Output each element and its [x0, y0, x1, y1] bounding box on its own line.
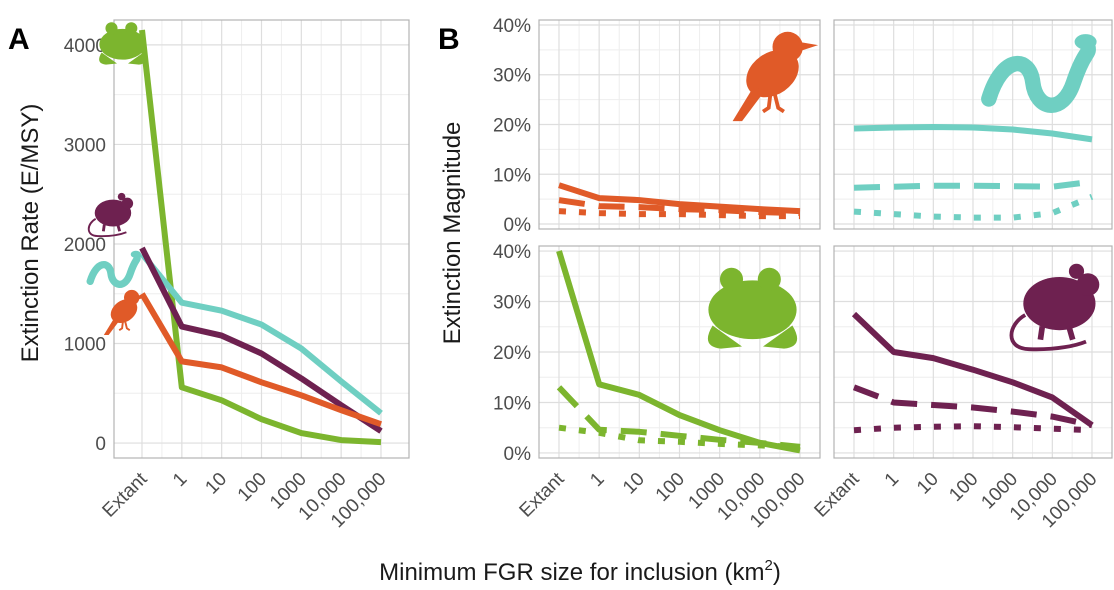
panel-b-chart: 0%10%20%30%40%0%10%20%30%40%Extant 1 10 100… [493, 16, 1113, 532]
series-line-birds-dotted [558, 208, 800, 220]
series-line-mammals-solid [851, 311, 1094, 428]
y-tick-label: 2000 [64, 235, 106, 256]
series-line-amphibians-dotted [558, 424, 801, 450]
y-tick-label: 0 [95, 434, 106, 455]
x-tick-label: Extant [516, 468, 569, 521]
panel-frame [833, 245, 1113, 459]
x-tick-label: 100 [652, 469, 689, 506]
x-tick-label: 1 [586, 469, 608, 491]
x-tick-label: 100 [945, 469, 982, 506]
panel-a-y-axis-title: Extinction Rate (E/MSY) [17, 104, 44, 363]
x-tick-label: Extant [99, 468, 152, 521]
facet-reptiles [833, 19, 1113, 230]
panel-b-y-axis-title: Extinction Magnitude [439, 122, 466, 345]
facet-amphibians: 0%10%20%30%40%Extant 1 10 100100010,000100,… [493, 242, 821, 532]
panel-frame [538, 245, 821, 459]
y-tick-label: 40% [493, 242, 531, 263]
panel-label-b: B [438, 23, 460, 56]
x-tick-label: 1 [169, 469, 191, 491]
y-tick-label: 0% [504, 444, 532, 465]
snake-icon [981, 34, 1097, 113]
series-line-reptiles-solid [853, 124, 1093, 143]
mouse-icon [1009, 263, 1100, 352]
snake-icon [86, 250, 142, 288]
frog-icon [99, 22, 146, 65]
y-tick-label: 20% [493, 116, 531, 137]
bird-icon [103, 289, 148, 336]
mouse-icon [87, 192, 134, 238]
series-line-amphibians [139, 29, 382, 446]
panel-frame [538, 19, 821, 230]
panel-frame [113, 19, 410, 459]
frog-icon [707, 267, 798, 349]
series-line-mammals [139, 246, 383, 434]
x-tick-label: 10 [619, 469, 649, 499]
series-line-reptiles [139, 252, 383, 416]
y-tick-label: 20% [493, 343, 531, 364]
y-tick-label: 30% [493, 293, 531, 314]
x-axis-title: Minimum FGR size for inclusion (km2) [379, 557, 781, 586]
y-tick-label: 3000 [64, 135, 106, 156]
x-tick-label: Extant [811, 468, 864, 521]
x-tick-label: 10 [913, 469, 943, 499]
x-tick-label: 10 [201, 469, 231, 499]
y-tick-label: 0% [504, 215, 532, 236]
bird-icon [732, 31, 819, 122]
y-tick-label: 4000 [64, 36, 106, 57]
x-tick-label: 100 [234, 469, 271, 506]
y-tick-label: 1000 [64, 335, 106, 356]
y-tick-label: 10% [493, 393, 531, 414]
y-tick-label: 40% [493, 16, 531, 37]
series-line-mammals-dashed [852, 384, 1093, 429]
y-tick-label: 30% [493, 66, 531, 87]
series-line-birds-dashed [558, 197, 801, 217]
facet-birds: 0% 10% 20% 30% 40% [493, 16, 821, 236]
x-tick-label: 1 [881, 469, 903, 491]
panel-label-a: A [8, 23, 30, 56]
y-tick-label: 10% [493, 165, 531, 186]
panel-frame [833, 19, 1113, 230]
series-line-birds [139, 292, 382, 428]
